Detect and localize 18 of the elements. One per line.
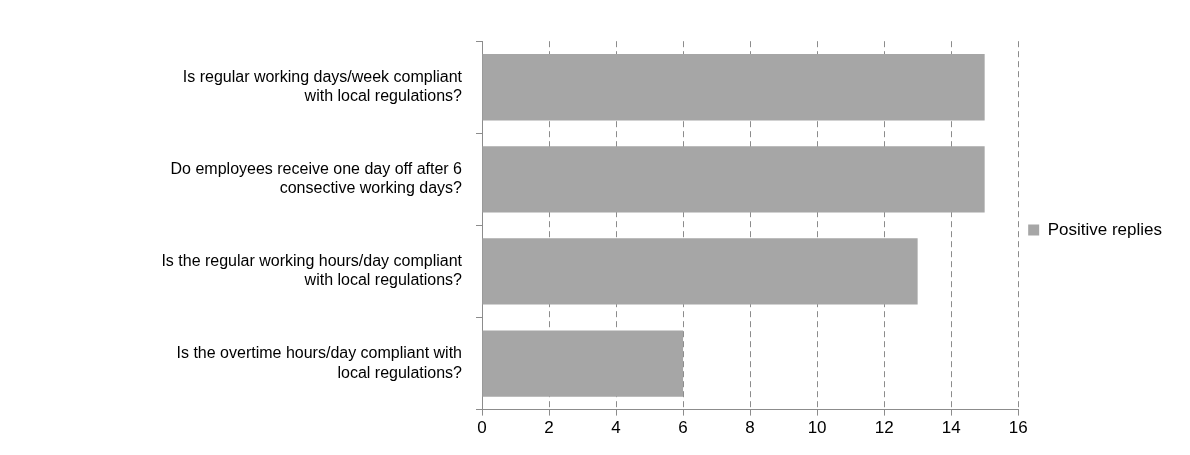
- legend-label: Positive replies: [1047, 219, 1162, 239]
- x-tick-label: 14: [941, 418, 961, 438]
- x-tick-label: 12: [874, 418, 894, 438]
- y-tick-label: Is the overtime hours/day compliant with local regulations?: [176, 344, 463, 381]
- bar: [482, 54, 985, 121]
- x-tick-label: 0: [477, 418, 487, 438]
- x-tick-label: 8: [745, 418, 755, 438]
- x-tick-label: 4: [611, 418, 621, 438]
- bar: [482, 146, 985, 213]
- x-tick-label: 10: [807, 418, 827, 438]
- y-tick-label: Is the regular working hours/day compliant with local regulations?: [161, 252, 463, 289]
- bar: [482, 238, 918, 305]
- x-tick-label: 2: [544, 418, 554, 438]
- bar: [482, 330, 684, 397]
- x-tick-label: 16: [1008, 418, 1028, 438]
- y-tick-label: Do employees receive one day off after 6 consective working days?: [170, 160, 463, 197]
- y-tick-label: Is regular working days/week compliant with local regulations?: [182, 68, 463, 105]
- x-tick-label: 6: [678, 418, 688, 438]
